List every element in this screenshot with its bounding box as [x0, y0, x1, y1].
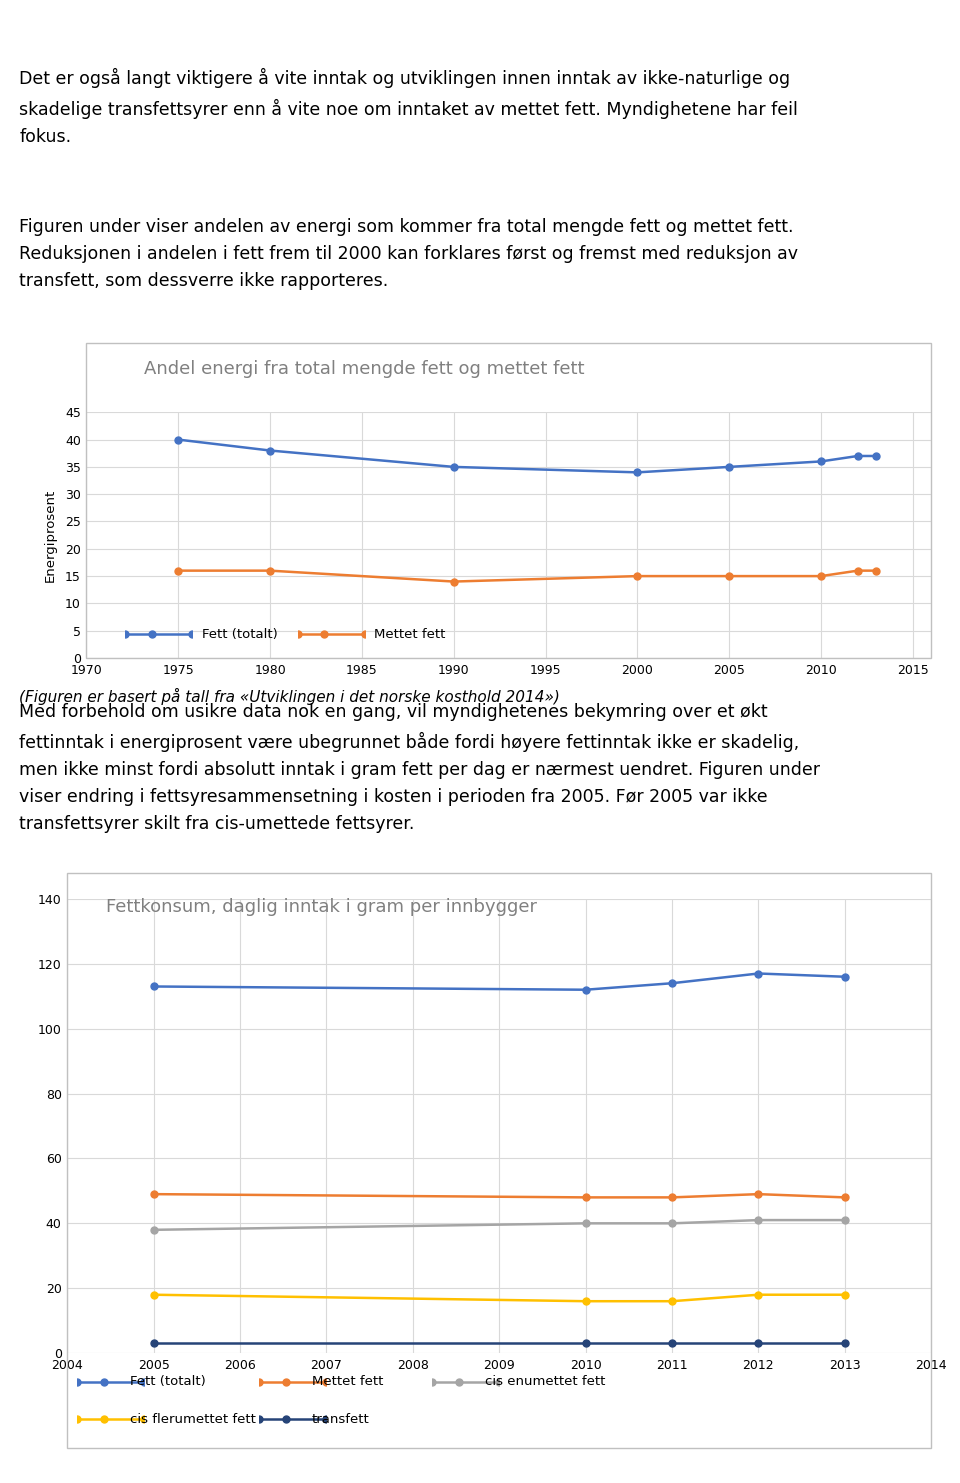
Fett (totalt)	[264, 442, 276, 460]
Fett (totalt)	[148, 977, 159, 995]
Mettet fett	[580, 1188, 591, 1206]
Mettet fett	[264, 562, 276, 580]
Mettet fett	[815, 567, 827, 584]
Mettet fett	[173, 562, 184, 580]
Line: transfett: transfett	[150, 1341, 849, 1347]
Mettet fett	[753, 1185, 764, 1203]
Text: Det er også langt viktigere å vite inntak og utviklingen innen inntak av ikke-na: Det er også langt viktigere å vite innta…	[19, 68, 798, 145]
Text: (Figuren er basert på tall fra «Utviklingen i det norske kosthold 2014»): (Figuren er basert på tall fra «Utviklin…	[19, 688, 560, 704]
Line: Mettet fett: Mettet fett	[175, 567, 879, 584]
cis flerumettet fett	[580, 1292, 591, 1309]
transfett	[580, 1335, 591, 1352]
Fett (totalt)	[871, 446, 882, 464]
Line: Mettet fett: Mettet fett	[150, 1191, 849, 1201]
cis enumettet fett	[753, 1212, 764, 1229]
transfett	[666, 1335, 678, 1352]
Fett (totalt)	[173, 430, 184, 448]
Line: Fett (totalt): Fett (totalt)	[175, 436, 879, 476]
Text: cis flerumettet fett: cis flerumettet fett	[130, 1413, 255, 1425]
cis enumettet fett	[666, 1215, 678, 1232]
Text: Fett (totalt): Fett (totalt)	[130, 1375, 205, 1388]
Text: Mettet fett: Mettet fett	[312, 1375, 383, 1388]
Fett (totalt)	[815, 452, 827, 470]
Mettet fett	[724, 567, 735, 584]
transfett	[839, 1335, 851, 1352]
Fett (totalt)	[839, 968, 851, 986]
Fett (totalt)	[666, 974, 678, 992]
Mettet fett	[148, 1185, 159, 1203]
Fett (totalt)	[753, 964, 764, 982]
Mettet fett	[839, 1188, 851, 1206]
Line: Fett (totalt): Fett (totalt)	[150, 970, 849, 994]
transfett	[148, 1335, 159, 1352]
Text: Figuren under viser andelen av energi som kommer fra total mengde fett og mettet: Figuren under viser andelen av energi so…	[19, 218, 798, 291]
Mettet fett	[666, 1188, 678, 1206]
cis enumettet fett	[148, 1221, 159, 1238]
cis flerumettet fett	[839, 1286, 851, 1304]
Fett (totalt)	[448, 458, 460, 476]
Mettet fett	[852, 562, 863, 580]
Fett (totalt)	[852, 446, 863, 464]
Text: cis enumettet fett: cis enumettet fett	[485, 1375, 605, 1388]
Mettet fett	[632, 567, 643, 584]
cis flerumettet fett	[666, 1292, 678, 1309]
cis flerumettet fett	[148, 1286, 159, 1304]
Line: cis flerumettet fett: cis flerumettet fett	[150, 1292, 849, 1305]
cis enumettet fett	[839, 1212, 851, 1229]
Text: Andel energi fra total mengde fett og mettet fett: Andel energi fra total mengde fett og me…	[144, 360, 585, 378]
Line: cis enumettet fett: cis enumettet fett	[150, 1216, 849, 1234]
Fett (totalt)	[580, 980, 591, 998]
Text: Mettet fett: Mettet fett	[374, 627, 445, 641]
cis flerumettet fett	[753, 1286, 764, 1304]
Text: transfett: transfett	[312, 1413, 370, 1425]
Mettet fett	[871, 562, 882, 580]
Text: Fettkonsum, daglig inntak i gram per innbygger: Fettkonsum, daglig inntak i gram per inn…	[106, 899, 537, 916]
Y-axis label: Energiprosent: Energiprosent	[43, 488, 57, 581]
cis enumettet fett	[580, 1215, 591, 1232]
Fett (totalt)	[724, 458, 735, 476]
Mettet fett	[448, 572, 460, 590]
Text: Fett (totalt): Fett (totalt)	[202, 627, 277, 641]
transfett	[753, 1335, 764, 1352]
Fett (totalt)	[632, 464, 643, 482]
Text: Med forbehold om usikre data nok en gang, vil myndighetenes bekymring over et øk: Med forbehold om usikre data nok en gang…	[19, 703, 820, 833]
